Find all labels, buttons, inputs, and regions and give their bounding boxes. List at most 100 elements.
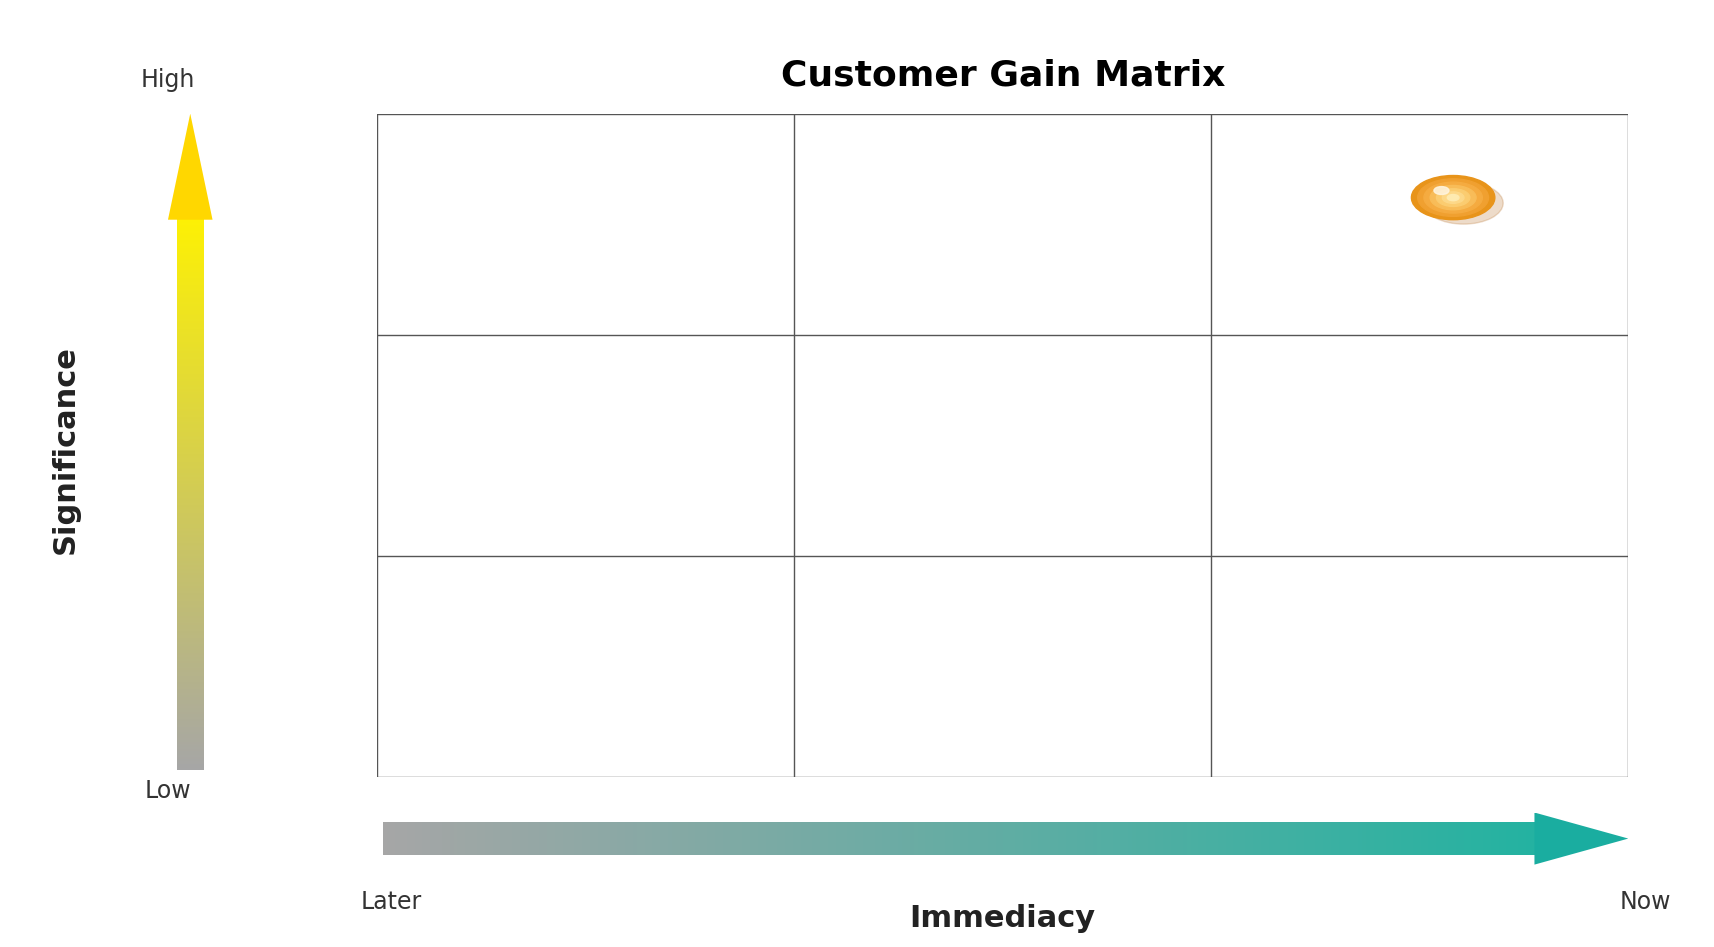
Bar [177,657,204,659]
Bar [482,822,485,855]
Bar [758,822,761,855]
Bar [177,323,204,325]
Bar [1284,822,1287,855]
Bar [177,636,204,638]
Bar [177,246,204,248]
Bar [1073,822,1078,855]
Bar [177,738,204,740]
Bar [492,822,497,855]
Bar [177,688,204,689]
Bar [177,526,204,527]
Bar [177,719,204,721]
Bar [938,822,941,855]
Bar [1483,822,1488,855]
Bar [1448,822,1452,855]
Bar [177,653,204,655]
Bar [177,734,204,736]
Bar [605,822,610,855]
Bar [177,365,204,366]
Bar [177,357,204,359]
Bar [177,466,204,468]
Bar [680,822,684,855]
Bar [761,822,766,855]
Bar [711,822,715,855]
Bar [504,822,507,855]
Bar [177,472,204,474]
Bar [907,822,910,855]
Bar [1510,822,1513,855]
Bar [1241,822,1244,855]
Bar [1393,822,1397,855]
Bar [177,571,204,573]
Bar [177,438,204,439]
Bar [177,648,204,650]
Polygon shape [1534,813,1628,865]
Text: Later: Later [360,889,422,914]
Bar [742,822,746,855]
Bar [177,529,204,531]
Bar [578,822,583,855]
Bar [177,608,204,610]
Bar [177,419,204,420]
Circle shape [1447,194,1459,201]
Bar [770,822,773,855]
Bar [177,558,204,560]
Bar [177,479,204,481]
Bar [543,822,547,855]
Bar [941,822,944,855]
Bar [1440,822,1443,855]
Bar [177,563,204,565]
Bar [177,363,204,365]
Bar [177,708,204,710]
Bar [177,235,204,237]
Bar [177,206,204,208]
Bar [1495,822,1498,855]
Bar [177,258,204,259]
Bar [177,327,204,329]
Bar [177,760,204,762]
Bar [1323,822,1327,855]
Bar [415,822,418,855]
Bar [177,667,204,669]
Bar [629,822,632,855]
Bar [922,822,926,855]
Bar [987,822,992,855]
Bar [950,822,953,855]
Bar [177,633,204,634]
Bar [177,682,204,684]
Bar [177,562,204,563]
Bar [1136,822,1140,855]
Bar [675,822,680,855]
Bar [177,349,204,351]
Bar [980,822,984,855]
Bar [177,422,204,424]
Bar [944,822,950,855]
Bar [177,631,204,633]
Bar [177,336,204,338]
Bar [968,822,972,855]
Bar [879,822,883,855]
Bar [524,822,528,855]
Bar [1525,822,1531,855]
Bar [1008,822,1011,855]
Bar [177,686,204,688]
Bar [1042,822,1046,855]
Bar [177,730,204,732]
Bar [434,822,439,855]
Bar [177,295,204,296]
Bar [177,552,204,554]
Bar [177,403,204,405]
Bar [177,248,204,250]
Bar [177,319,204,321]
Bar [177,514,204,516]
Bar [1531,822,1534,855]
Bar [177,481,204,483]
Bar [1210,822,1214,855]
Bar [458,822,461,855]
Bar [177,755,204,757]
Bar [917,822,922,855]
Bar [1082,822,1085,855]
Bar [177,346,204,348]
Bar [177,710,204,712]
Bar [406,822,411,855]
